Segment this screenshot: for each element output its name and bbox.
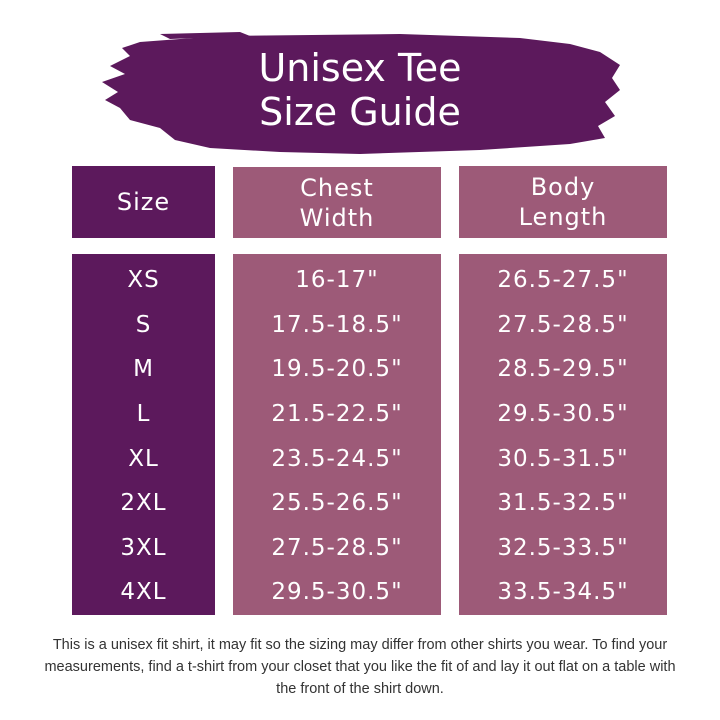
size-cell: XL (128, 445, 159, 472)
body-length-cell: 30.5-31.5" (497, 445, 629, 472)
brush-stroke-banner (102, 32, 620, 154)
body-length-cell: 33.5-34.5" (497, 579, 629, 606)
size-cell: M (133, 356, 154, 383)
size-cell: L (136, 401, 151, 428)
body-length-cell: 32.5-33.5" (497, 534, 629, 561)
header-chest-width: Chest Width (233, 167, 441, 238)
chest-width-cell: 25.5-26.5" (271, 490, 403, 517)
header-size-label: Size (116, 188, 171, 216)
header-size: Size (72, 166, 215, 238)
header-chest-line-2: Width (299, 203, 375, 232)
body-length-cell: 31.5-32.5" (497, 490, 629, 517)
chest-width-cell: 17.5-18.5" (271, 311, 403, 338)
size-cell: 4XL (120, 579, 167, 606)
size-cell: XS (127, 267, 160, 294)
size-column: XS S M L XL 2XL 3XL 4XL (72, 254, 215, 615)
body-length-cell: 29.5-30.5" (497, 401, 629, 428)
title-line-2: Size Guide (259, 90, 461, 134)
chest-width-cell: 19.5-20.5" (271, 356, 403, 383)
chest-width-cell: 23.5-24.5" (271, 445, 403, 472)
header-body-length: Body Length (459, 166, 667, 238)
body-length-cell: 26.5-27.5" (497, 267, 629, 294)
size-cell: 3XL (120, 534, 167, 561)
chest-width-cell: 29.5-30.5" (271, 579, 403, 606)
header-chest-line-1: Chest (300, 173, 374, 202)
header-body-line-1: Body (530, 173, 596, 201)
chest-width-cell: 27.5-28.5" (271, 534, 403, 561)
chest-width-cell: 21.5-22.5" (271, 401, 403, 428)
size-cell: 2XL (120, 490, 167, 517)
chest-width-column: 16-17" 17.5-18.5" 19.5-20.5" 21.5-22.5" 23.5… (233, 254, 441, 615)
fit-note: This is a unisex fit shirt, it may fit s… (44, 637, 676, 697)
size-cell: S (135, 311, 152, 338)
body-length-cell: 28.5-29.5" (497, 356, 629, 383)
page-title: Unisex Tee Size Guide (0, 46, 720, 134)
body-length-cell: 27.5-28.5" (497, 311, 629, 338)
title-line-1: Unisex Tee (258, 46, 462, 90)
chest-width-cell: 16-17" (295, 267, 379, 294)
body-length-column: 26.5-27.5" 27.5-28.5" 28.5-29.5" 29.5-30.5"… (459, 254, 667, 615)
header-body-line-2: Length (518, 203, 608, 231)
